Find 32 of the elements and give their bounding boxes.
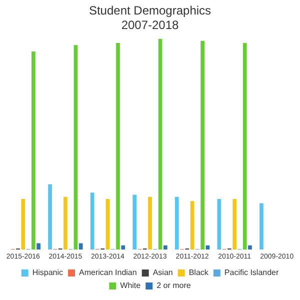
bar — [90, 192, 94, 250]
bar — [74, 45, 78, 250]
bar — [190, 201, 194, 250]
legend-label: White — [120, 281, 142, 290]
bar — [78, 243, 83, 250]
bar — [232, 199, 236, 250]
bar — [200, 40, 204, 250]
bar — [158, 38, 162, 250]
legend-label: Black — [188, 268, 210, 278]
legend-label: Asian — [152, 268, 173, 278]
bar — [260, 203, 264, 250]
chart-subtitle: 2007-2018 — [121, 18, 180, 32]
bar — [21, 199, 26, 250]
bar — [31, 51, 36, 250]
legend-label: Pacific Islander — [224, 268, 279, 278]
bar — [248, 245, 252, 250]
bar — [163, 245, 168, 250]
chart-title: Student Demographics — [88, 4, 212, 18]
bar — [36, 243, 40, 250]
legend-label: American Indian — [79, 268, 137, 278]
bar — [217, 199, 222, 250]
bar — [132, 194, 137, 250]
bar — [121, 245, 126, 250]
bar — [148, 196, 152, 250]
bar — [48, 184, 52, 250]
bar — [64, 196, 68, 250]
legend-label: 2 or more — [156, 281, 192, 290]
bar — [174, 196, 179, 250]
bar — [106, 199, 110, 250]
bar — [242, 43, 247, 250]
legend-label: Hispanic — [32, 268, 64, 278]
bar — [116, 43, 120, 250]
